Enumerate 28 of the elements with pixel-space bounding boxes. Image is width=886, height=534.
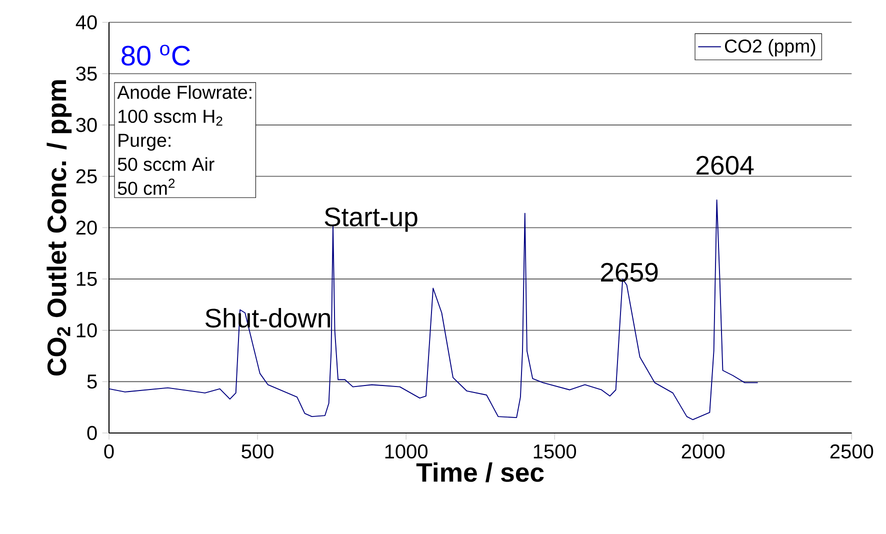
annotation: 50 sccm Air <box>118 157 214 171</box>
line-series <box>108 199 758 420</box>
y-tick-label: 30 <box>76 118 97 132</box>
y-tick-label: 25 <box>76 169 97 184</box>
y-tick-label: 0 <box>87 426 97 440</box>
annotation: 2604 <box>696 156 754 175</box>
x-tick-label: 0 <box>104 444 114 459</box>
annotation: 50 cm$^{2}$ <box>118 178 175 195</box>
annotation: Start-up <box>324 208 418 232</box>
x-tick-label: 500 <box>242 444 274 459</box>
x-axis-title: Time / sec <box>416 462 544 482</box>
x-tick-label: 1500 <box>534 444 576 459</box>
y-tick-label: 40 <box>76 15 97 30</box>
x-tick-label: 1000 <box>385 444 428 459</box>
y-tick-label: 10 <box>76 323 97 338</box>
annotation: 2659 <box>600 262 658 282</box>
x-tick-label: 2000 <box>682 444 725 459</box>
legend-label: CO2 (ppm) <box>724 39 816 56</box>
y-tick-label: 20 <box>76 220 97 235</box>
y-tick-label: 35 <box>76 66 97 81</box>
annotation: 100 sscm H$_{2}$ <box>118 110 222 126</box>
x-tick-label: 2500 <box>830 444 874 459</box>
annotation: Anode Flowrate: <box>117 85 252 99</box>
y-tick-label: 5 <box>87 374 97 389</box>
y-axis-title: CO$_{2}$ Outlet Conc. / ppm <box>46 80 72 376</box>
annotation: Purge: <box>118 134 170 151</box>
y-tick-label: 15 <box>76 272 97 286</box>
annotation: 80 $^{o}$C <box>122 44 190 66</box>
